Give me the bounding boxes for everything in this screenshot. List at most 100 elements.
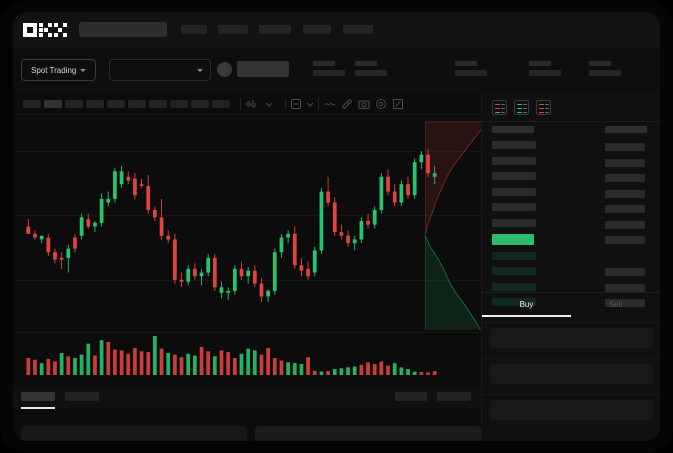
- line-chart-icon[interactable]: [324, 98, 336, 110]
- orderbook-ask-row[interactable]: [492, 156, 536, 165]
- nav-item-1[interactable]: [181, 25, 207, 34]
- orderbook-header-amount: [605, 126, 647, 133]
- timeframe-5m[interactable]: [44, 100, 62, 108]
- orderbook-ask-row[interactable]: [492, 218, 536, 227]
- fullscreen-expand-icon[interactable]: [392, 98, 404, 110]
- price-field[interactable]: [490, 364, 653, 384]
- timeframe-1m[interactable]: [23, 100, 41, 108]
- stat-24h-volume: [455, 61, 487, 76]
- candlestick-series: [26, 149, 437, 302]
- timeframe-6h[interactable]: [170, 100, 188, 108]
- orderbook-ask-amount[interactable]: [605, 220, 645, 229]
- indicators-icon[interactable]: [290, 98, 302, 110]
- bottom-action-2[interactable]: [437, 392, 471, 401]
- orderbook-bid-amount[interactable]: [605, 299, 645, 307]
- order-type-field[interactable]: [490, 328, 653, 348]
- coin-avatar-icon: [217, 62, 232, 77]
- depth-chart-overlay: [425, 121, 487, 349]
- toolbar-divider: [318, 98, 319, 110]
- orderbook-ask-row[interactable]: [492, 187, 536, 196]
- bottom-tab-order-history[interactable]: [65, 392, 99, 401]
- nav-item-3[interactable]: [259, 25, 291, 34]
- stat-value: [355, 70, 387, 76]
- nav-item-2[interactable]: [218, 25, 248, 34]
- bottom-tab-open-orders[interactable]: [21, 392, 55, 401]
- timeframe-4h[interactable]: [149, 100, 167, 108]
- order-book-panel: Buy Sell: [481, 93, 660, 441]
- orderbook-ask-amount[interactable]: [605, 189, 645, 198]
- orderbook-ask-row[interactable]: [492, 172, 536, 180]
- chart-type-chevron-icon[interactable]: [263, 98, 275, 110]
- orderbook-view-asks-icon[interactable]: [536, 100, 551, 115]
- bottom-panel-right[interactable]: [255, 426, 481, 441]
- market-type-button[interactable]: Spot Trading: [21, 59, 97, 81]
- orderbook-bid-row[interactable]: [492, 282, 536, 291]
- stat-value: [313, 70, 345, 76]
- nav-item-4[interactable]: [303, 25, 331, 34]
- candlestick-type-icon[interactable]: [245, 98, 257, 110]
- active-tab-underline: [482, 315, 571, 317]
- stat-24h-change: [313, 61, 345, 76]
- orderbook-ask-amount[interactable]: [605, 205, 645, 213]
- orderbook-bid-row[interactable]: [492, 251, 536, 260]
- search-input[interactable]: [79, 22, 167, 37]
- orderbook-ask-row[interactable]: [492, 141, 536, 149]
- timeframe-2h[interactable]: [128, 100, 146, 108]
- drawing-tools-icon[interactable]: [341, 98, 353, 110]
- okx-logo-icon[interactable]: [23, 23, 67, 37]
- gridline: [13, 151, 481, 152]
- volume-chart[interactable]: [13, 330, 481, 382]
- orderbook-ask-amount[interactable]: [605, 174, 645, 182]
- stat-value: [455, 70, 487, 76]
- orderbook-ask-amount[interactable]: [605, 143, 645, 151]
- orderbook-ask-row[interactable]: [492, 203, 536, 211]
- bottom-panel-left[interactable]: [21, 426, 247, 441]
- panel-divider: [482, 121, 660, 122]
- tablet-screen: Spot Trading: [13, 12, 660, 441]
- form-divider: [482, 322, 660, 323]
- bottom-tab-bar: [13, 387, 481, 409]
- form-divider: [482, 358, 660, 359]
- orderbook-bid-row[interactable]: [492, 298, 536, 306]
- chart-settings-gear-icon[interactable]: [375, 98, 387, 110]
- stat-label: [313, 61, 335, 66]
- stat-label: [529, 61, 551, 66]
- amount-field[interactable]: [490, 400, 653, 420]
- orderbook-view-toggles: [492, 100, 551, 115]
- price-chart[interactable]: [13, 115, 487, 349]
- timeframe-15m[interactable]: [65, 100, 83, 108]
- tab-buy[interactable]: Buy: [482, 293, 571, 315]
- stat-24h-high: [355, 61, 387, 76]
- chart-toolbar: [13, 93, 481, 115]
- tab-sell-label: Sell: [608, 299, 623, 309]
- bottom-action-1[interactable]: [395, 392, 427, 401]
- orderbook-bid-row[interactable]: [492, 267, 536, 275]
- orderbook-spread-highlight[interactable]: [492, 234, 534, 245]
- stat-24h-turnover: [529, 61, 561, 76]
- orderbook-spread-amount[interactable]: [605, 236, 645, 244]
- chevron-down-icon: [197, 68, 203, 72]
- trading-pair-select[interactable]: [109, 59, 211, 81]
- orderbook-view-both-icon[interactable]: [492, 100, 507, 115]
- stat-label: [455, 61, 477, 66]
- panel-divider: [482, 292, 660, 293]
- timeframe-1w[interactable]: [212, 100, 230, 108]
- orderbook-ask-amount[interactable]: [605, 158, 645, 167]
- orderbook-view-bids-icon[interactable]: [514, 100, 529, 115]
- tab-sell[interactable]: Sell: [571, 293, 660, 315]
- timeframe-1h[interactable]: [107, 100, 125, 108]
- orderbook-header-price: [492, 126, 534, 133]
- nav-item-5[interactable]: [343, 25, 373, 34]
- snapshot-camera-icon[interactable]: [358, 98, 370, 110]
- timeframe-1d[interactable]: [191, 100, 209, 108]
- stat-value: [589, 70, 621, 76]
- timeframe-30m[interactable]: [86, 100, 104, 108]
- toolbar-divider: [285, 98, 286, 110]
- gridline: [13, 215, 481, 216]
- orderbook-bid-amount[interactable]: [605, 268, 645, 276]
- stat-label: [355, 61, 377, 66]
- toolbar-divider: [240, 98, 241, 110]
- indicators-chevron-icon[interactable]: [304, 98, 316, 110]
- orderbook-bid-amount[interactable]: [605, 283, 645, 292]
